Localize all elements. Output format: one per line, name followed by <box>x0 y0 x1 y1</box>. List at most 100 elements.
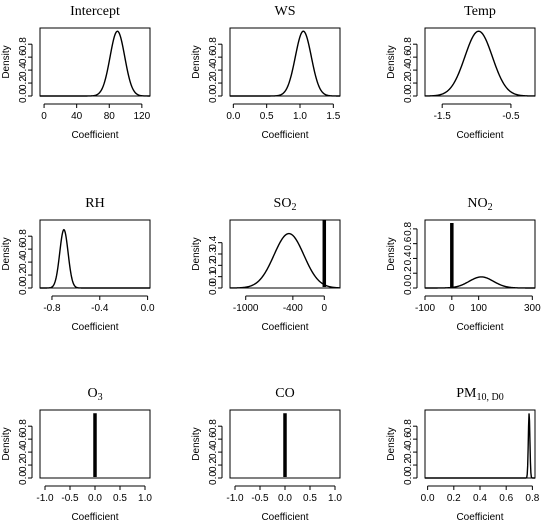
x-axis-title: Coefficient <box>456 512 503 523</box>
panel-title-main: WS <box>275 4 296 19</box>
panel-3: Temp -1.5 -0.5 0.00.20.40.60.8 Coefficient De… <box>386 4 536 141</box>
density-curve-1 <box>40 228 150 289</box>
y-tick-label: 0.6 <box>403 50 414 64</box>
y-tick-label: 0.4 <box>403 445 414 459</box>
panel-5: SO2 -1000 -400 0 0.00.10.20.30.4 Coefficient D… <box>191 196 341 333</box>
y-axis-title: Density <box>386 427 397 460</box>
x-tick-label: -100 <box>415 303 435 314</box>
x-tick-label: 120 <box>134 111 151 122</box>
y-tick-label: 0.6 <box>208 50 219 64</box>
x-tick-label: 0.5 <box>303 493 317 504</box>
x-axis-title: Coefficient <box>261 512 308 523</box>
x-tick-label: -1.0 <box>36 493 54 504</box>
x-tick-label: 0.4 <box>473 493 487 504</box>
panel-title-main: Temp <box>464 4 496 19</box>
x-tick-label: 0.0 <box>226 111 240 122</box>
y-tick-label: 0.8 <box>18 419 29 433</box>
y-tick-label: 0.4 <box>18 63 29 77</box>
y-tick-label: 0.2 <box>403 458 414 472</box>
x-tick-label: 0.8 <box>525 493 539 504</box>
y-tick-label: 0.6 <box>18 242 29 256</box>
panel-8: CO-1.0 -0.5 0.0 0.5 1.00.00.20.40.60.8Coeffi… <box>191 386 342 523</box>
panel-2: WS0.0 0.5 1.0 1.50.00.20.40.60.8Coefficient… <box>191 4 341 141</box>
x-tick-label: -0.5 <box>502 111 520 122</box>
panel-title-subscript: 3 <box>98 392 103 403</box>
y-tick-label: 0.8 <box>403 37 414 51</box>
y-tick-label: 0.2 <box>208 258 219 272</box>
x-tick-label: 0.5 <box>113 493 127 504</box>
y-tick-label: 0.2 <box>403 266 414 280</box>
density-curve-1 <box>230 30 340 97</box>
y-tick-label: 0.1 <box>208 269 219 283</box>
panel-title: Intercept <box>70 4 120 19</box>
y-axis-title: Density <box>191 237 202 270</box>
y-axis-title: Density <box>1 237 12 270</box>
y-tick-label: 0.8 <box>403 221 414 235</box>
x-tick-label: 0.2 <box>447 493 461 504</box>
panel-title: PM10, D0 <box>456 386 503 403</box>
x-tick-label: 100 <box>470 303 487 314</box>
y-tick-label: 0.2 <box>18 458 29 472</box>
panel-title-main: CO <box>275 386 294 401</box>
panel-title-main: RH <box>85 196 104 211</box>
y-tick-label: 0.2 <box>18 76 29 90</box>
y-tick-label: 0.6 <box>403 236 414 250</box>
x-tick-label: 0.0 <box>421 493 435 504</box>
plot-frame <box>39 27 151 97</box>
x-tick-label: 0.0 <box>278 493 292 504</box>
plot-frame <box>424 409 536 479</box>
panel-4: RH-0.8 -0.4 0.00.00.20.40.60.8CoefficientD… <box>1 196 155 333</box>
panel-title-main: O <box>87 386 97 401</box>
y-tick-label: 0.8 <box>208 37 219 51</box>
y-axis-title: Density <box>191 427 202 460</box>
x-tick-label: -0.4 <box>91 303 109 314</box>
y-tick-label: 0.4 <box>403 63 414 77</box>
panel-title-main: SO <box>274 196 292 211</box>
y-tick-label: 0.3 <box>208 247 219 261</box>
y-tick-label: 0.4 <box>18 445 29 459</box>
y-tick-label: 0.8 <box>18 229 29 243</box>
plot-frame <box>229 409 341 479</box>
y-tick-label: 0.2 <box>208 458 219 472</box>
panel-title: Temp <box>464 4 496 19</box>
x-tick-label: -0.5 <box>61 493 79 504</box>
y-tick-label: 0.2 <box>403 76 414 90</box>
plot-frame <box>39 409 151 479</box>
density-curve-1 <box>424 30 536 97</box>
x-tick-label: -1.5 <box>434 111 452 122</box>
panel-title: WS <box>275 4 296 19</box>
y-tick-label: 0.4 <box>18 255 29 269</box>
density-curve-1 <box>40 30 150 97</box>
y-tick-label: 0.6 <box>18 432 29 446</box>
x-tick-label: 0.5 <box>260 111 274 122</box>
y-axis-title: Density <box>1 427 12 460</box>
y-tick-label: 0.0 <box>403 471 414 485</box>
y-tick-label: 0.0 <box>18 281 29 295</box>
panel-title-subscript: 10, D0 <box>477 392 504 403</box>
x-tick-label: 0.6 <box>499 493 513 504</box>
density-curve-1 <box>425 413 535 479</box>
plot-frame <box>424 27 536 97</box>
panel-title: NO2 <box>467 196 492 213</box>
y-tick-label: 0.4 <box>403 251 414 265</box>
y-tick-label: 0.6 <box>18 50 29 64</box>
y-tick-label: 0.4 <box>208 445 219 459</box>
x-axis-title: Coefficient <box>71 130 118 141</box>
x-tick-label: -400 <box>283 303 303 314</box>
y-axis-title: Density <box>1 45 12 78</box>
plot-frame <box>424 219 536 289</box>
x-tick-label: 0 <box>41 111 47 122</box>
x-tick-label: 0 <box>322 303 328 314</box>
plot-frame <box>229 27 341 97</box>
y-tick-label: 0.2 <box>208 76 219 90</box>
x-tick-label: 80 <box>104 111 116 122</box>
panel-title-main: PM <box>456 386 477 401</box>
y-tick-label: 0.4 <box>208 235 219 249</box>
panel-7: O3-1.0 -0.5 0.0 0.5 1.00.00.20.40.60.8Coeffi… <box>1 386 152 523</box>
panel-title: O3 <box>87 386 102 403</box>
y-tick-label: 0.0 <box>208 471 219 485</box>
density-curve-1 <box>425 276 535 289</box>
y-tick-label: 0.8 <box>208 419 219 433</box>
x-axis-title: Coefficient <box>261 130 308 141</box>
